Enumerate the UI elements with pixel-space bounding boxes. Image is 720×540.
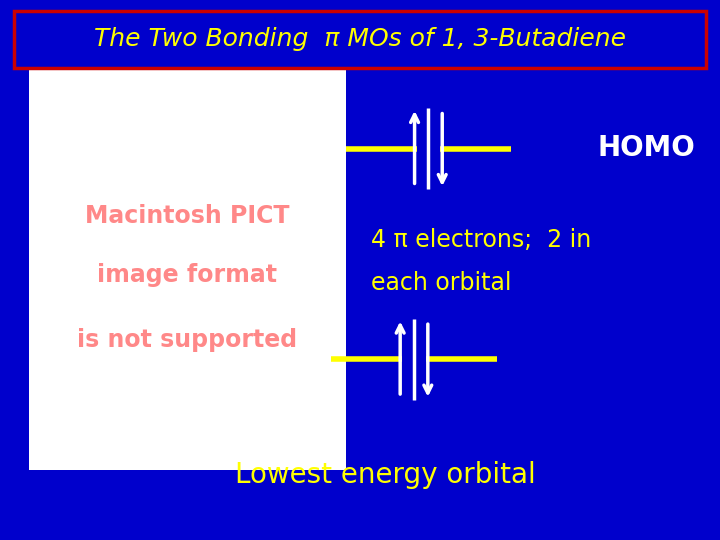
Text: Lowest energy orbital: Lowest energy orbital bbox=[235, 461, 536, 489]
Text: 4 π electrons;  2 in: 4 π electrons; 2 in bbox=[371, 228, 591, 252]
Text: is not supported: is not supported bbox=[77, 328, 297, 352]
Text: HOMO: HOMO bbox=[598, 134, 696, 163]
FancyBboxPatch shape bbox=[29, 38, 346, 470]
FancyBboxPatch shape bbox=[14, 11, 706, 68]
Text: Macintosh PICT: Macintosh PICT bbox=[85, 204, 289, 228]
Text: The Two Bonding  π MOs of 1, 3-Butadiene: The Two Bonding π MOs of 1, 3-Butadiene bbox=[94, 27, 626, 51]
Text: each orbital: each orbital bbox=[371, 272, 511, 295]
Text: image format: image format bbox=[97, 264, 277, 287]
